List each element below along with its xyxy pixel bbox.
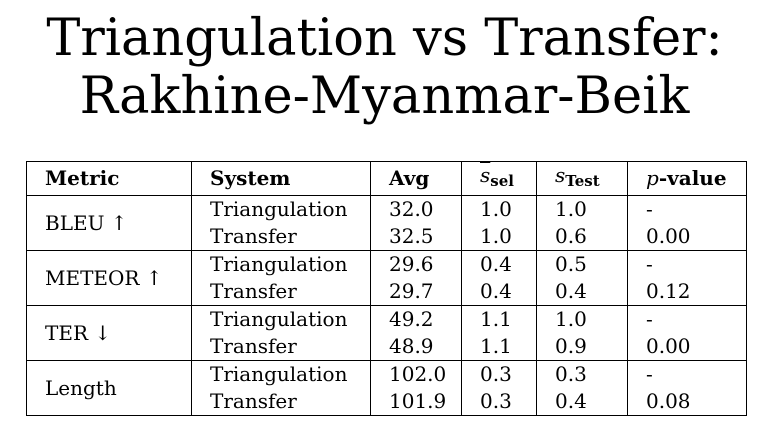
metric-cell: METEOR ↑ <box>26 250 192 306</box>
p-value-cell: - <box>627 305 747 333</box>
p-value-cell: 0.00 <box>627 333 747 361</box>
p-symbol: p <box>646 166 659 190</box>
avg-cell: 29.6 <box>370 250 462 278</box>
header-s-test: sTest <box>536 161 628 196</box>
avg-cell: 48.9 <box>370 333 462 361</box>
table-row: Transfer 29.7 0.4 0.4 0.12 <box>27 278 747 306</box>
metric-cell: TER ↓ <box>26 305 192 361</box>
header-metric: Metric <box>26 161 192 196</box>
table-row: METEOR ↑ Triangulation 29.6 0.4 0.5 - <box>26 250 747 306</box>
s-test-cell: 1.0 <box>536 195 628 223</box>
avg-cell: 29.7 <box>370 278 462 306</box>
s-test-cell: 0.9 <box>536 333 628 361</box>
s-test-subscript: Test <box>565 172 600 190</box>
s-test-cell: 0.4 <box>536 388 628 416</box>
table-row: TER ↓ Triangulation 49.2 1.1 1.0 - <box>26 305 747 361</box>
p-value-cell: - <box>627 360 747 388</box>
s-test-cell: 0.4 <box>536 278 628 306</box>
s-test-cell: 0.6 <box>536 223 628 251</box>
p-value-cell: 0.00 <box>627 223 747 251</box>
metric-cell: Length <box>26 360 192 416</box>
p-value-cell: 0.12 <box>627 278 747 306</box>
s-sel-subscript: sel <box>490 172 514 190</box>
s-sel-cell: 1.1 <box>461 333 537 361</box>
s-sel-cell: 1.0 <box>461 195 537 223</box>
s-test-cell: 0.3 <box>536 360 628 388</box>
s-sel-cell: 0.4 <box>461 250 537 278</box>
p-value-cell: 0.08 <box>627 388 747 416</box>
avg-cell: 101.9 <box>370 388 462 416</box>
header-system: System <box>191 161 371 196</box>
p-value-cell: - <box>627 250 747 278</box>
p-value-cell: - <box>627 195 747 223</box>
s-sel-cell: 1.1 <box>461 305 537 333</box>
avg-cell: 32.0 <box>370 195 462 223</box>
metric-cell: BLEU ↑ <box>26 195 192 251</box>
table-row: Transfer 48.9 1.1 0.9 0.00 <box>27 333 747 361</box>
header-p-value: p-value <box>627 161 747 196</box>
s-sel-cell: 0.4 <box>461 278 537 306</box>
header-s-sel: ssel <box>461 161 537 196</box>
title-line-1: Triangulation vs Transfer: <box>46 9 723 68</box>
table-row: BLEU ↑ Triangulation 32.0 1.0 1.0 - <box>26 195 747 251</box>
s-sel-cell: 0.3 <box>461 388 537 416</box>
system-cell: Triangulation <box>191 250 371 278</box>
avg-cell: 102.0 <box>370 360 462 388</box>
system-cell: Triangulation <box>191 195 371 223</box>
results-table: Metric System Avg ssel sTest p-value BLE… <box>26 161 747 416</box>
p-value-label: -value <box>658 166 727 190</box>
system-cell: Transfer <box>191 223 371 251</box>
header-avg: Avg <box>370 161 462 196</box>
s-sel-symbol: s <box>480 163 491 187</box>
system-cell: Triangulation <box>191 305 371 333</box>
system-cell: Transfer <box>191 278 371 306</box>
system-cell: Transfer <box>191 333 371 361</box>
s-sel-cell: 0.3 <box>461 360 537 388</box>
s-test-cell: 0.5 <box>536 250 628 278</box>
avg-cell: 32.5 <box>370 223 462 251</box>
table-row: Transfer 32.5 1.0 0.6 0.00 <box>27 223 747 251</box>
s-test-symbol: s <box>555 163 566 187</box>
table-row: Transfer 101.9 0.3 0.4 0.08 <box>27 388 747 416</box>
avg-cell: 49.2 <box>370 305 462 333</box>
title-line-2: Rakhine-Myanmar-Beik <box>79 67 690 126</box>
page-title: Triangulation vs Transfer: Rakhine-Myanm… <box>0 10 769 126</box>
s-test-cell: 1.0 <box>536 305 628 333</box>
system-cell: Transfer <box>191 388 371 416</box>
system-cell: Triangulation <box>191 360 371 388</box>
table-row: Length Triangulation 102.0 0.3 0.3 - <box>26 360 747 416</box>
header-row: Metric System Avg ssel sTest p-value <box>26 161 747 196</box>
s-sel-cell: 1.0 <box>461 223 537 251</box>
